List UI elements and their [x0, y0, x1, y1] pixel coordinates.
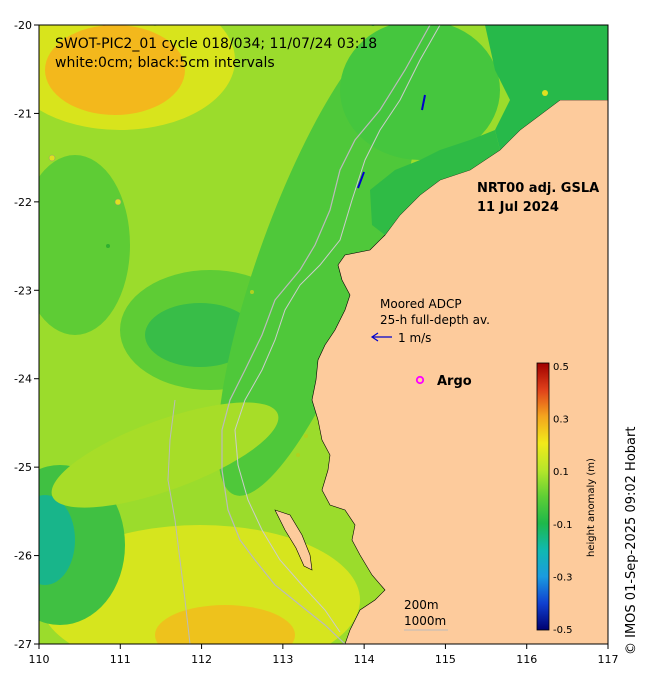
low-anomaly-blob-w	[39, 155, 130, 335]
colorbar-tick-label-1: 0.3	[553, 415, 569, 426]
colorbar-tick-label-0: 0.5	[553, 362, 569, 373]
x-tick-label-6: 116	[516, 653, 537, 666]
y-tick-label-0: -20	[14, 19, 32, 32]
argo-marker	[415, 375, 425, 385]
product-label-line-2: 11 Jul 2024	[477, 200, 559, 215]
low-anomaly-blob-center-core	[145, 303, 255, 367]
x-tick-label-1: 111	[110, 653, 131, 666]
midfield-band	[51, 402, 279, 508]
y-tick-label-4: -24	[14, 373, 32, 386]
colorbar-tick-label-5: -0.5	[553, 625, 573, 636]
colorbar-gradient	[536, 362, 550, 631]
adcp-vector-mid	[357, 171, 365, 189]
marker-4	[48, 154, 56, 162]
adcp-label-line-1: Moored ADCP	[380, 297, 462, 311]
x-axis: 110 111 112 113 114 115 116 117	[29, 644, 619, 666]
isobath-label-200m: 200m	[404, 598, 439, 612]
y-tick-label-2: -22	[14, 196, 32, 209]
colorbar-ticks: 0.5 0.3 0.1 -0.1 -0.3 -0.5	[553, 362, 573, 636]
adcp-label-line-2: 25-h full-depth av.	[380, 313, 490, 327]
eastern-shelf	[485, 25, 608, 150]
marker-6	[106, 244, 110, 248]
title-line-1: SWOT-PIC2_01 cycle 018/034; 11/07/24 03:…	[55, 36, 377, 52]
marker-9	[296, 453, 300, 457]
high-anomaly-blob-sw-core	[155, 605, 295, 644]
high-anomaly-blob-nw-core	[45, 25, 185, 115]
data-markers	[48, 25, 548, 457]
isobath-200m	[234, 25, 441, 633]
x-tick-label-0: 110	[29, 653, 50, 666]
y-tick-label-1: -21	[14, 107, 32, 120]
colorbar: 0.5 0.3 0.1 -0.1 -0.3 -0.5 height anomaly (m)	[536, 362, 597, 636]
title-line-2: white:0cm; black:5cm intervals	[55, 55, 275, 71]
adcp-scale-label: 1 m/s	[398, 331, 431, 345]
credit-text: © IMOS 01-Sep-2025 09:02 Hobart	[624, 426, 639, 655]
marker-10	[542, 90, 548, 96]
australia-land	[311, 99, 608, 644]
x-tick-label-4: 114	[354, 653, 375, 666]
x-tick-label-7: 117	[598, 653, 619, 666]
peninsula-shark-bay	[274, 509, 313, 571]
colorbar-tick-label-4: -0.3	[553, 572, 573, 583]
isobath-1000m	[221, 25, 431, 644]
y-tick-label-3: -23	[14, 284, 32, 297]
adcp-vectors	[357, 94, 426, 189]
plot-frame	[38, 24, 609, 645]
shelf-low-band-north	[340, 25, 500, 160]
isobath-coastal	[167, 399, 191, 644]
y-axis: -20 -21 -22 -23 -24 -25 -26 -27	[14, 19, 39, 651]
marker-7	[250, 290, 254, 294]
colorbar-tick-label-3: -0.1	[553, 520, 573, 531]
x-tick-label-2: 112	[191, 653, 212, 666]
product-label-line-1: NRT00 adj. GSLA	[477, 181, 599, 196]
argo-label: Argo	[437, 374, 472, 389]
marker-5	[114, 198, 122, 206]
adcp-scale-arrow	[370, 332, 392, 342]
y-tick-label-6: -26	[14, 550, 32, 563]
isobath-label-1000m: 1000m	[404, 614, 446, 628]
colorbar-tick-label-2: 0.1	[553, 467, 569, 478]
x-tick-label-5: 115	[435, 653, 456, 666]
y-tick-label-5: -25	[14, 461, 32, 474]
adcp-vector-north	[421, 94, 426, 111]
marker-8	[304, 434, 308, 438]
low-anomaly-blob-sw-core	[39, 495, 75, 585]
y-tick-label-7: -27	[14, 638, 32, 651]
colorbar-title: height anomaly (m)	[586, 458, 597, 557]
northwest-cape-shelf	[370, 130, 500, 235]
x-tick-label-3: 113	[272, 653, 293, 666]
